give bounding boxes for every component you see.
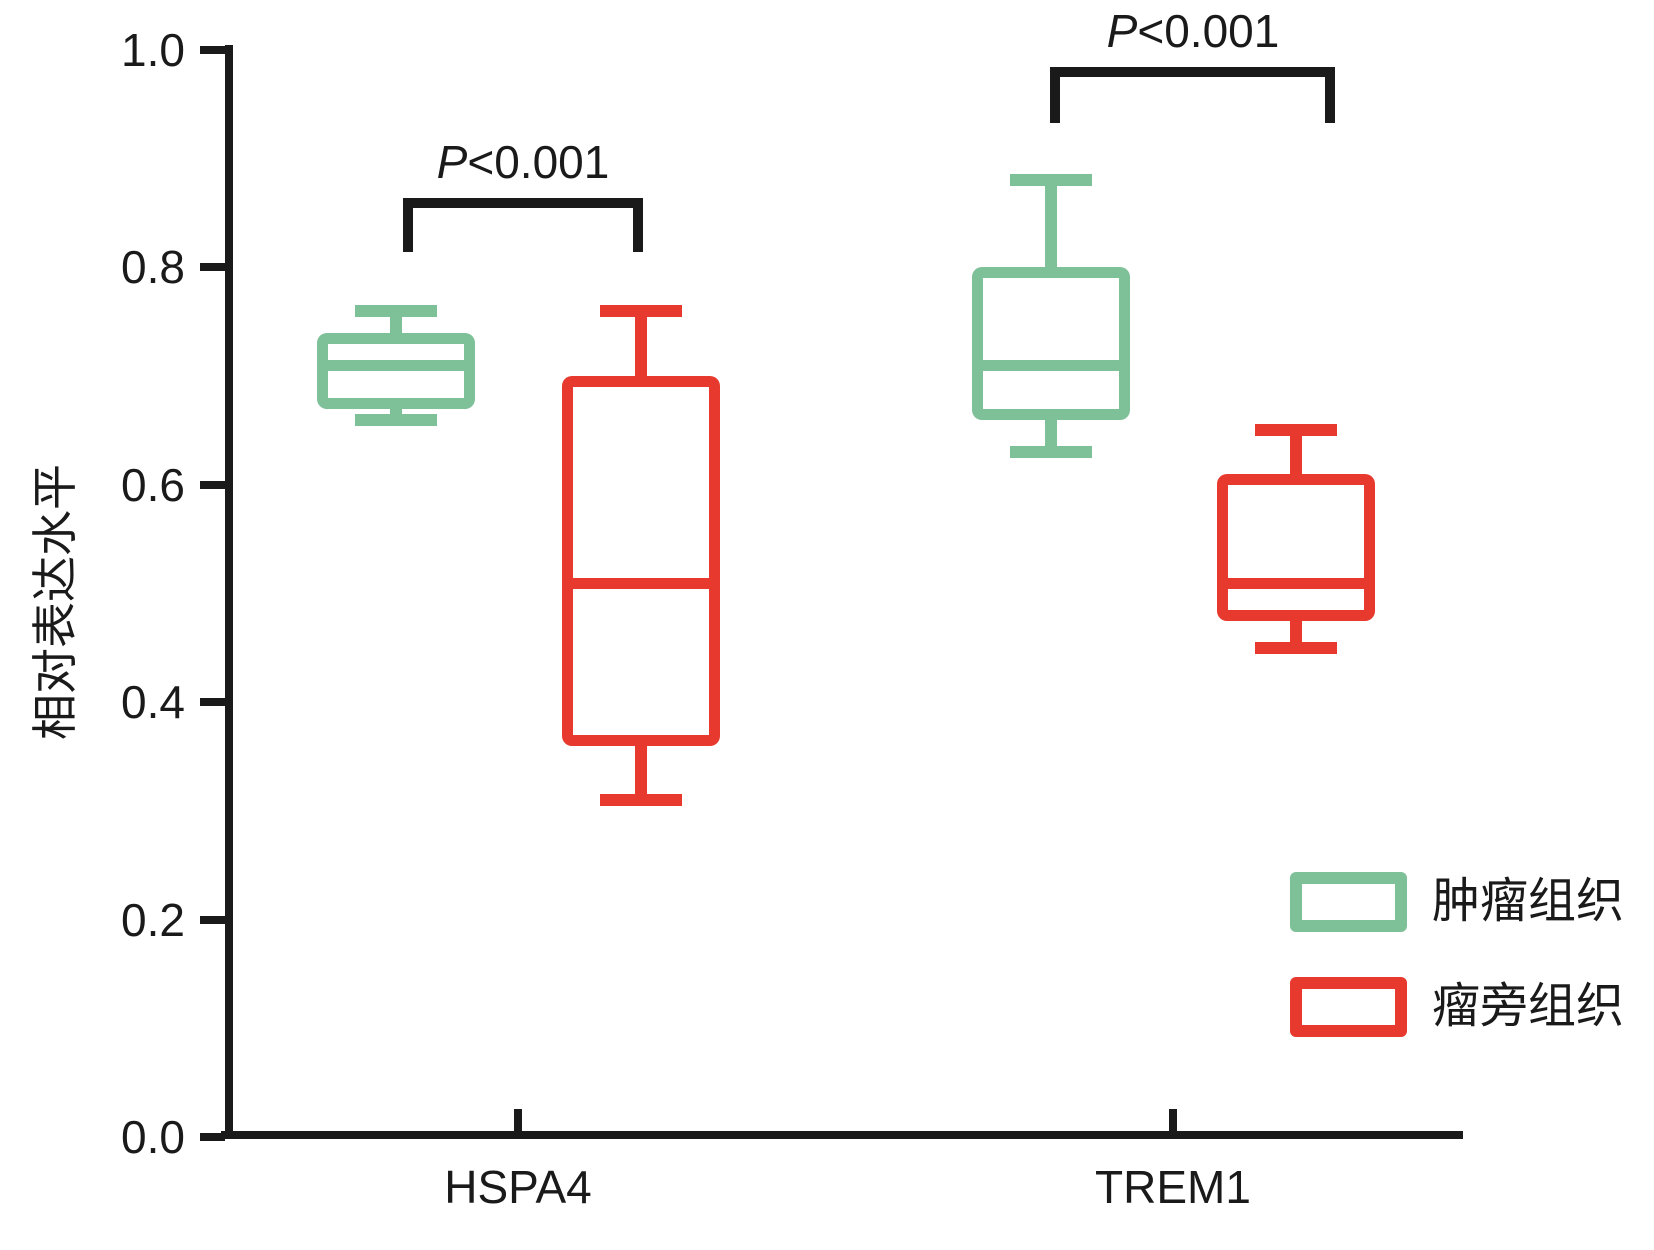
x-axis-tick-label: HSPA4 xyxy=(444,1161,592,1213)
whisker-cap-upper-paratumor-hspa4 xyxy=(600,305,682,317)
y-axis-tick-label: 0.6 xyxy=(121,459,185,511)
legend-swatch-paratumor-tissue xyxy=(1290,977,1407,1037)
significance-bracket-hspa4 xyxy=(403,198,643,252)
legend-item-tumor: 肿瘤组织 xyxy=(1290,872,1624,932)
whisker-cap-lower-tumor-trem1 xyxy=(1010,446,1092,458)
box-tumor-hspa4 xyxy=(317,333,475,409)
whisker-cap-lower-paratumor-trem1 xyxy=(1255,642,1337,654)
legend-item-paratumor: 瘤旁组织 xyxy=(1290,977,1624,1037)
legend-label-paratumor-tissue: 瘤旁组织 xyxy=(1432,980,1625,1033)
box-tumor-trem1 xyxy=(972,267,1130,420)
whisker-lower-tumor-trem1 xyxy=(1045,420,1057,452)
p-value-label-hspa4: P<0.001 xyxy=(436,136,610,188)
y-axis-tick xyxy=(200,263,225,271)
y-axis-tick-label: 0.2 xyxy=(121,894,185,946)
box-paratumor-trem1 xyxy=(1217,474,1375,621)
legend: 肿瘤组织 瘤旁组织 xyxy=(1290,872,1650,1042)
whisker-upper-paratumor-hspa4 xyxy=(635,311,647,376)
whisker-cap-lower-tumor-hspa4 xyxy=(355,414,437,426)
x-axis-tick xyxy=(514,1109,522,1135)
x-axis-line xyxy=(221,1131,1463,1139)
whisker-cap-upper-paratumor-trem1 xyxy=(1255,424,1337,436)
whisker-lower-paratumor-trem1 xyxy=(1290,621,1302,648)
p-value-label-trem1: P<0.001 xyxy=(1106,5,1280,57)
significance-bracket-trem1 xyxy=(1050,67,1335,123)
whisker-cap-upper-tumor-trem1 xyxy=(1010,174,1092,186)
x-axis-tick-label: TREM1 xyxy=(1095,1161,1251,1213)
whisker-lower-paratumor-hspa4 xyxy=(635,746,647,800)
median-tumor-trem1 xyxy=(972,360,1130,371)
y-axis-tick-label: 0.4 xyxy=(121,676,185,728)
y-axis-tick-label: 1.0 xyxy=(121,24,185,76)
median-tumor-hspa4 xyxy=(317,360,475,371)
box-paratumor-hspa4 xyxy=(562,376,720,746)
whisker-upper-paratumor-trem1 xyxy=(1290,430,1302,474)
x-axis-tick xyxy=(1169,1109,1177,1135)
y-axis-tick xyxy=(200,1133,225,1141)
y-axis-tick xyxy=(200,46,225,54)
y-axis-tick xyxy=(200,698,225,706)
median-paratumor-trem1 xyxy=(1217,578,1375,589)
whisker-upper-tumor-trem1 xyxy=(1045,180,1057,267)
legend-swatch-tumor-tissue xyxy=(1290,872,1407,932)
y-axis-line xyxy=(225,45,233,1139)
y-axis-tick-label: 0.8 xyxy=(121,241,185,293)
y-axis-tick-label: 0.0 xyxy=(121,1111,185,1163)
median-paratumor-hspa4 xyxy=(562,578,720,589)
legend-label-tumor-tissue: 肿瘤组织 xyxy=(1432,875,1625,928)
y-axis-tick xyxy=(200,916,225,924)
y-axis-tick xyxy=(200,481,225,489)
whisker-cap-upper-tumor-hspa4 xyxy=(355,305,437,317)
whisker-cap-lower-paratumor-hspa4 xyxy=(600,794,682,806)
